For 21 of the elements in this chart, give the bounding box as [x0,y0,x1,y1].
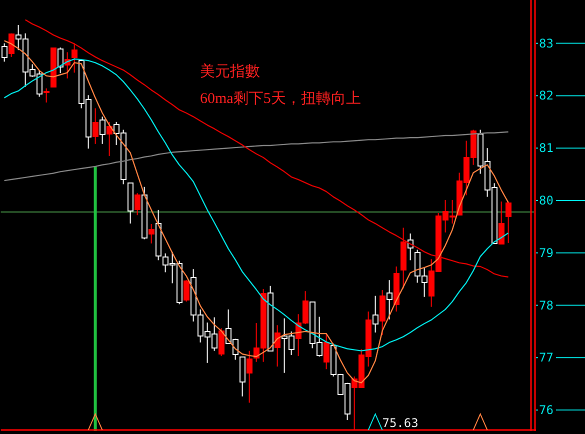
candlestick [99,116,106,144]
candlestick [379,290,386,336]
y-tick-label: 77 [539,350,554,365]
candlestick [148,224,154,244]
y-tick-label: 83 [539,36,554,50]
annotation: 75.63 [382,416,418,430]
candlestick [372,295,378,334]
line-series [4,131,509,182]
candlestick [92,108,98,144]
y-tick-label: 80 [539,193,554,208]
y-tick-label: 76 [539,403,554,418]
text: 60ma剩下5天，扭轉向上 [200,90,361,107]
y-tick-label: 78 [539,298,554,312]
candlestick [393,266,400,312]
text: 美元指數 [200,63,260,80]
candlestick [400,227,406,289]
y-tick-label: 82 [539,88,554,103]
y-tick-label: 81 [539,141,554,156]
line-series [24,19,509,278]
y-tick-label: 79 [539,246,554,260]
candlestick [386,280,392,320]
